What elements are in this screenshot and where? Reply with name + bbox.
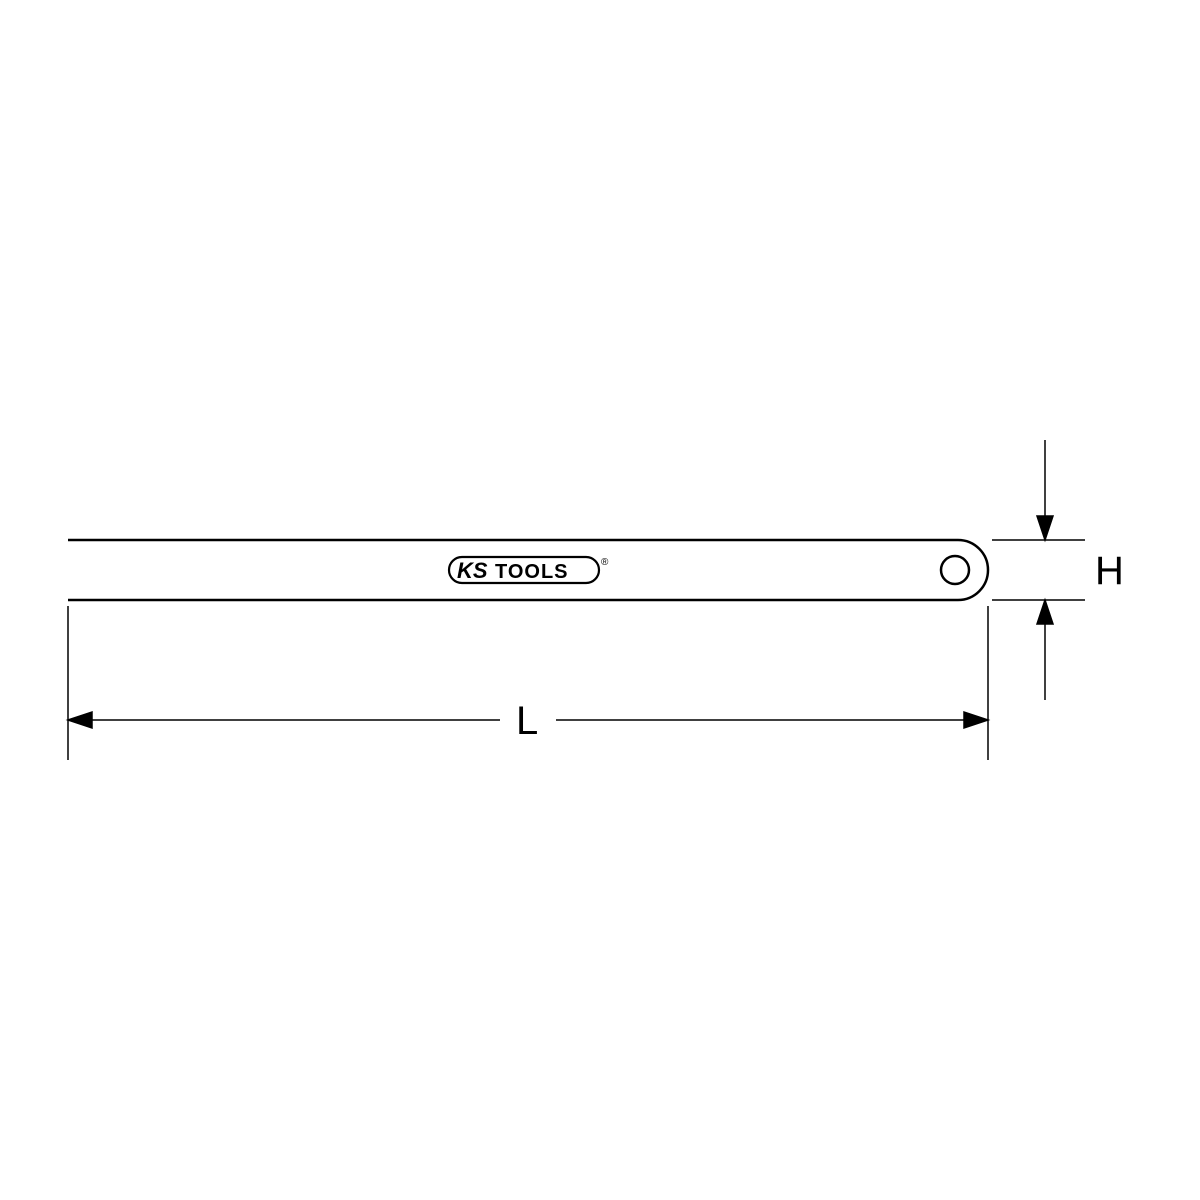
dimension-length-label: L <box>516 699 538 743</box>
logo-registered: ® <box>601 557 609 568</box>
logo-tools-text: TOOLS <box>495 561 569 583</box>
dimension-length: L <box>68 606 988 760</box>
hole-icon <box>941 556 969 584</box>
dimension-height-label: H <box>1095 549 1124 593</box>
dimension-height: H <box>992 440 1124 700</box>
brand-logo: KS TOOLS ® <box>449 557 609 583</box>
logo-ks-text: KS <box>457 558 488 583</box>
technical-diagram: KS TOOLS ® L H <box>0 0 1200 1200</box>
